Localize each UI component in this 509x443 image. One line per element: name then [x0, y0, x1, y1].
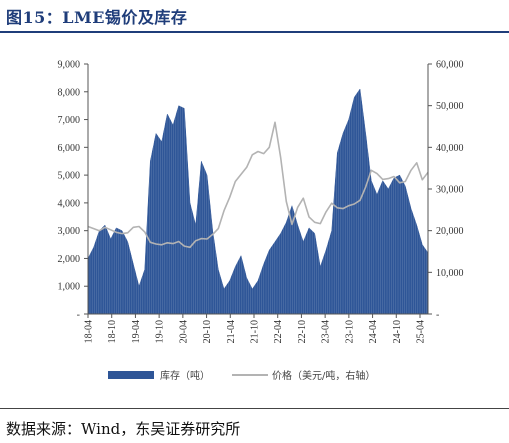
x-tick-label: 22-04 [273, 320, 284, 343]
left-tick-label: 6,000 [58, 143, 81, 154]
left-tick-label: 8,000 [58, 87, 81, 98]
right-tick-label: 20,000 [436, 226, 464, 237]
left-tick-label: - [77, 310, 80, 321]
left-tick-label: 4,000 [58, 198, 81, 209]
left-tick-label: 5,000 [58, 171, 81, 182]
source-note: 数据来源：Wind，东吴证券研究所 [6, 420, 241, 438]
right-tick-label: 10,000 [436, 268, 464, 279]
x-tick-label: 20-04 [178, 320, 189, 343]
legend: 库存（吨） 价格（美元/吨，右轴） [108, 369, 375, 382]
left-tick-label: 9,000 [58, 60, 81, 71]
x-tick-label: 24-04 [368, 320, 379, 343]
x-axis: 18-04 18-10 19-04 19-10 20-04 20-10 21-04 21-10… [84, 313, 428, 343]
right-tick-label: 50,000 [436, 101, 464, 112]
x-tick-label: 22-10 [297, 320, 308, 343]
right-axis: - 10,000 20,000 30,000 40,000 50,000 60,000 [427, 60, 464, 321]
source-divider [0, 408, 509, 409]
left-tick-label: 2,000 [58, 254, 81, 265]
price-line [87, 121, 429, 249]
x-tick-label: 19-04 [131, 320, 142, 343]
x-tick-label: 18-04 [84, 320, 95, 343]
left-tick-label: 7,000 [58, 115, 81, 126]
right-tick-label: 40,000 [436, 143, 464, 154]
x-tick-label: 23-10 [344, 320, 355, 343]
inventory-area [87, 88, 429, 315]
x-tick-label: 23-04 [321, 320, 332, 343]
left-tick-label: 1,000 [58, 282, 81, 293]
title-divider [0, 31, 509, 33]
legend-label-inventory: 库存（吨） [160, 369, 210, 382]
plot-area [87, 64, 429, 315]
right-tick-label: 30,000 [436, 185, 464, 196]
x-tick-label: 25-04 [416, 320, 427, 343]
x-tick-label: 18-10 [107, 320, 118, 343]
x-tick-label: 20-10 [202, 320, 213, 343]
right-tick-label: - [436, 310, 439, 321]
legend-swatch-inventory [108, 371, 154, 379]
left-tick-label: 3,000 [58, 226, 81, 237]
x-tick-label: 21-10 [250, 320, 261, 343]
chart-title: 图15：LME锡价及库存 [6, 8, 188, 27]
left-axis: - 1,000 2,000 3,000 4,000 5,000 6,000 7,000 8,00… [58, 60, 89, 321]
x-tick-label: 21-04 [226, 320, 237, 343]
legend-label-price: 价格（美元/吨，右轴） [272, 369, 375, 382]
right-tick-label: 60,000 [436, 60, 464, 71]
x-tick-label: 19-10 [155, 320, 166, 343]
x-tick-label: 24-10 [392, 320, 403, 343]
tin-price-inventory-chart: - 1,000 2,000 3,000 4,000 5,000 6,000 7,000 8,00… [58, 60, 464, 383]
